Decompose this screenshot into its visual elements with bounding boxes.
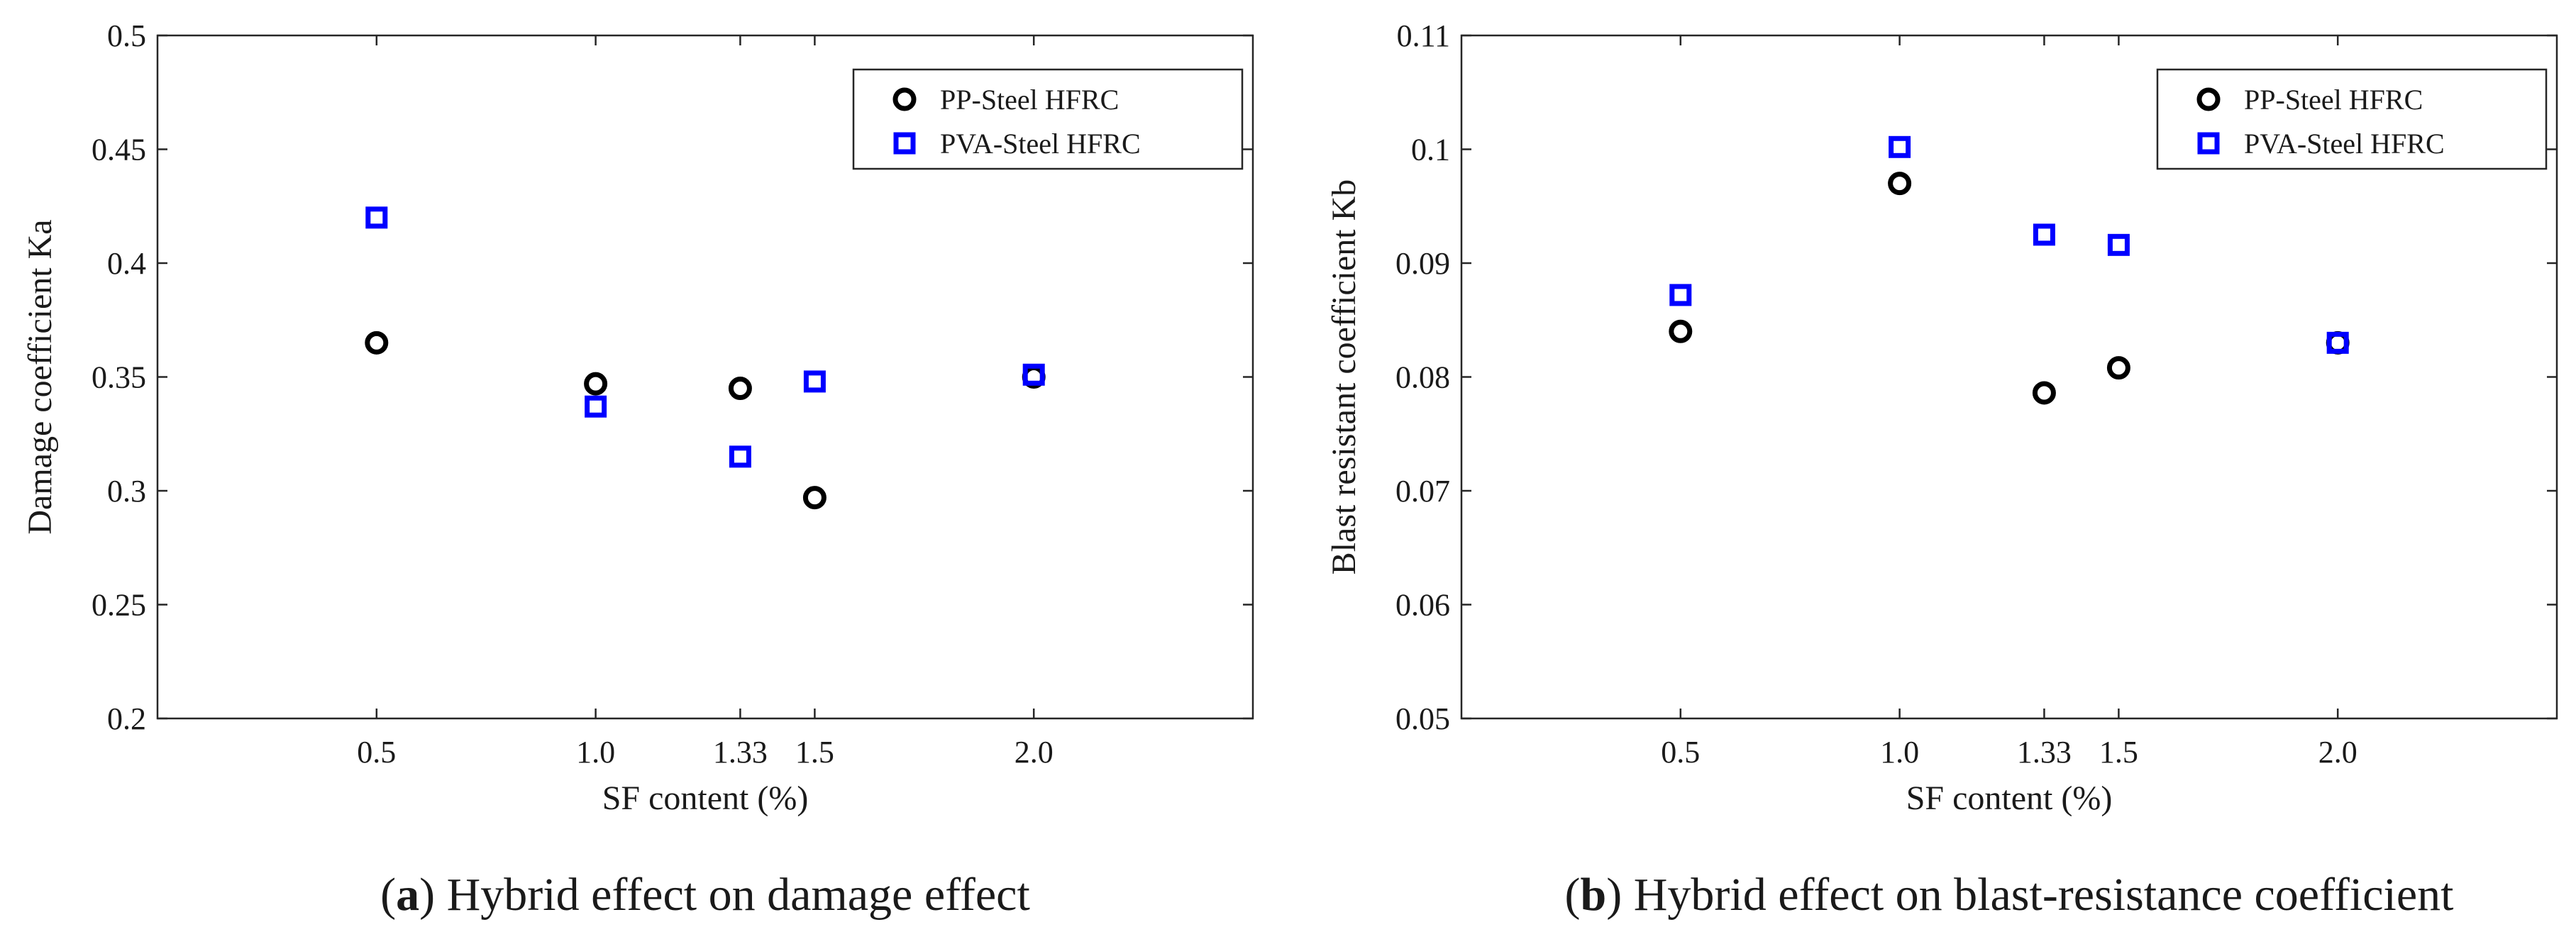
y-tick-label: 0.05 bbox=[1395, 701, 1450, 736]
pva-steel-point bbox=[803, 370, 826, 393]
x-tick-label: 2.0 bbox=[2318, 735, 2357, 770]
pp-steel-point bbox=[2106, 356, 2130, 380]
y-tick-label: 0.4 bbox=[107, 246, 146, 281]
caption-letter: b bbox=[1581, 869, 1607, 921]
x-tick-label: 1.5 bbox=[2099, 735, 2138, 770]
caption-text: Hybrid effect on damage effect bbox=[447, 869, 1030, 921]
pp-steel-point bbox=[2032, 381, 2056, 405]
pva-steel-point bbox=[729, 445, 751, 468]
pva-steel-point bbox=[1022, 363, 1045, 386]
panel-b: 0.05 0.06 0.07 0.08 0.09 0.1 0.11 0.5 1.0 1.33 1.5… bbox=[1325, 18, 2558, 921]
x-tick-label: 1.33 bbox=[713, 735, 768, 770]
y-tick-label: 0.3 bbox=[107, 474, 146, 509]
legend-box bbox=[852, 68, 1244, 170]
pva-steel-point bbox=[1669, 284, 1692, 306]
x-tick-label: 1.0 bbox=[576, 735, 615, 770]
pp-steel-point bbox=[1888, 172, 1912, 196]
caption-text: Hybrid effect on blast-resistance coeffi… bbox=[1634, 869, 2454, 921]
legend-circle-marker bbox=[2196, 87, 2221, 111]
y-tick-label: 0.09 bbox=[1395, 246, 1450, 281]
legend-entry: PP-Steel HFRC bbox=[2244, 84, 2423, 116]
x-tick-label: 2.0 bbox=[1015, 735, 1054, 770]
pva-steel-point bbox=[585, 395, 607, 418]
pp-steel-point bbox=[584, 372, 608, 396]
y-axis-label: Blast resistant coefficient Kb bbox=[1325, 179, 1363, 575]
pva-steel-point bbox=[2107, 233, 2130, 256]
pp-steel-point bbox=[365, 331, 389, 355]
pva-steel-point bbox=[2326, 331, 2349, 354]
pva-steel-point bbox=[365, 206, 388, 229]
y-tick-label: 0.11 bbox=[1397, 18, 1450, 53]
pva-steel-point bbox=[2033, 223, 2055, 246]
y-tick-label: 0.07 bbox=[1395, 474, 1450, 509]
pva-steel-point bbox=[1889, 135, 1911, 158]
legend-box bbox=[2156, 68, 2548, 170]
figure-caption: (a) Hybrid effect on damage effect bbox=[380, 869, 1030, 921]
x-tick-label: 1.33 bbox=[2017, 735, 2072, 770]
legend-entry: PVA-Steel HFRC bbox=[2244, 128, 2445, 160]
y-tick-label: 0.1 bbox=[1411, 133, 1450, 167]
x-axis-label: SF content (%) bbox=[602, 779, 809, 817]
y-axis-label: Damage coefficient Ka bbox=[21, 219, 59, 534]
y-tick-label: 0.35 bbox=[92, 360, 146, 395]
x-tick-label: 1.0 bbox=[1880, 735, 1919, 770]
legend-square-marker bbox=[2197, 132, 2220, 155]
figure-caption: (b) Hybrid effect on blast-resistance co… bbox=[1565, 869, 2454, 921]
x-tick-label: 0.5 bbox=[357, 735, 396, 770]
x-tick-label: 0.5 bbox=[1661, 735, 1700, 770]
pp-steel-point bbox=[728, 377, 752, 401]
y-tick-label: 0.45 bbox=[92, 133, 146, 167]
pp-steel-point bbox=[802, 486, 827, 510]
y-tick-label: 0.08 bbox=[1395, 360, 1450, 395]
legend-square-marker bbox=[893, 132, 916, 155]
y-tick-label: 0.5 bbox=[107, 18, 146, 53]
y-tick-label: 0.06 bbox=[1395, 588, 1450, 623]
legend-entry: PP-Steel HFRC bbox=[940, 84, 1119, 116]
y-tick-label: 0.25 bbox=[92, 588, 146, 623]
caption-letter: a bbox=[396, 869, 419, 921]
panel-a: 0.2 0.25 0.3 0.35 0.4 0.45 0.5 0.5 1.0 1.33 1.5 2.0… bbox=[21, 18, 1254, 921]
x-tick-label: 1.5 bbox=[795, 735, 834, 770]
legend-circle-marker bbox=[892, 87, 917, 111]
legend-entry: PVA-Steel HFRC bbox=[940, 128, 1141, 160]
y-tick-label: 0.2 bbox=[107, 701, 146, 736]
pp-steel-point bbox=[1669, 319, 1693, 343]
x-axis-label: SF content (%) bbox=[1906, 779, 2113, 817]
